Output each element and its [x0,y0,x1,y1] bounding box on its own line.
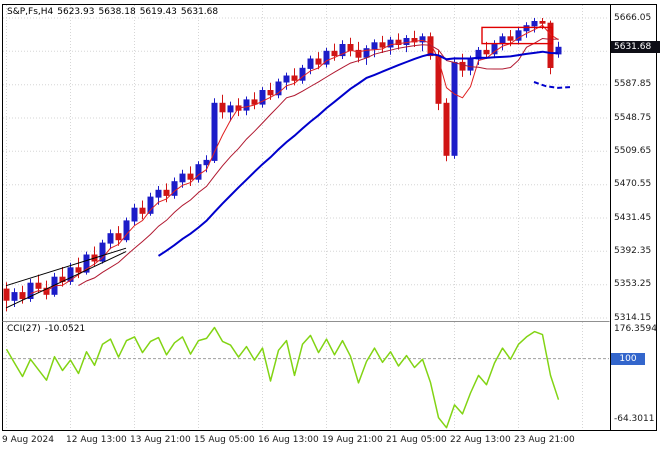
time-axis-label: 23 Aug 21:00 [514,435,575,445]
cci-axis-max-label: 176.3594 [614,324,657,334]
symbol-ohlc-header: S&P,Fs,H4 5623.93 5638.18 5619.43 5631.68 [7,7,222,17]
open-value: 5623.93 [57,7,95,17]
cci-axis-min-label: -64.3011 [614,414,655,424]
time-axis-label: 13 Aug 21:00 [130,435,191,445]
time-axis-label: 9 Aug 2024 [2,435,54,445]
time-axis-label: 15 Aug 05:00 [194,435,255,445]
time-axis-label: 12 Aug 13:00 [66,435,127,445]
cci-level-tag: 100 [611,352,645,365]
current-price-tag: 5631.68 [611,41,660,54]
price-axis-label: 5587.85 [614,79,652,90]
price-axis-label: 5353.25 [614,279,652,290]
indicator-header: CCI(27) -10.0521 [7,324,89,334]
time-axis[interactable]: 9 Aug 2024 12 Aug 13:00 13 Aug 21:00 15 Aug… [0,431,660,450]
time-axis-label: 22 Aug 13:00 [450,435,511,445]
price-axis[interactable]: 5666.05 5587.85 5548.75 5509.65 5470.55 5431.… [611,0,660,431]
time-axis-label: 21 Aug 05:00 [386,435,447,445]
price-axis-label: 5392.35 [614,245,652,256]
low-value: 5619.43 [139,7,177,17]
indicator-name-label: CCI(27) [7,324,41,334]
close-value: 5631.68 [180,7,219,17]
high-value: 5638.18 [98,7,136,17]
price-axis-label: 5470.55 [614,179,652,190]
time-axis-label: 16 Aug 13:00 [258,435,319,445]
price-axis-label: 5509.65 [614,145,652,156]
indicator-value-label: -10.0521 [44,324,86,334]
symbol-period-label: S&P,Fs,H4 [7,7,54,17]
time-axis-label: 19 Aug 21:00 [322,435,383,445]
price-axis-label: 5548.75 [614,112,652,123]
price-axis-label: 5314.15 [614,312,652,323]
price-axis-label: 5666.05 [614,12,652,23]
price-axis-label: 5431.45 [614,212,652,223]
